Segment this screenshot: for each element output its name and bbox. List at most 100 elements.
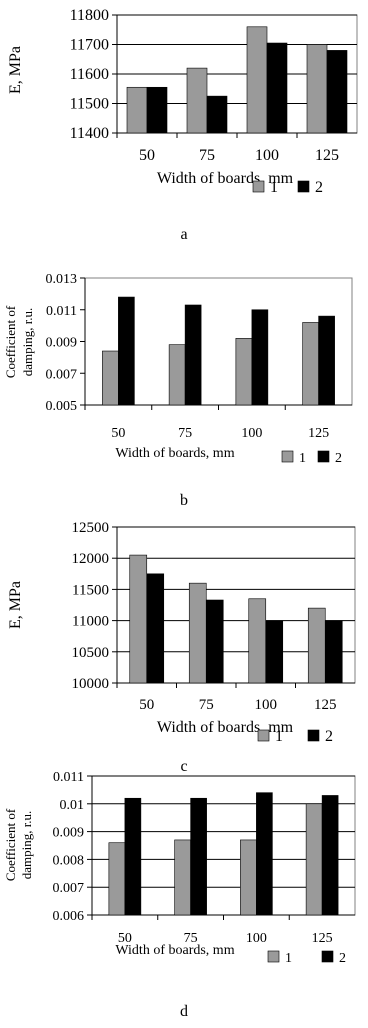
y-tick-label: 0.009 (53, 826, 85, 841)
y-axis-title: E, MPa (7, 581, 24, 629)
x-category-label: 50 (118, 931, 132, 946)
bar-series-1 (188, 582, 207, 684)
bar-series-1 (186, 67, 208, 134)
bar-series-2 (326, 50, 348, 134)
legend-label-2: 2 (315, 179, 323, 196)
x-category-label: 75 (199, 147, 215, 164)
bar-series-2 (124, 797, 142, 916)
legend-swatch-1 (252, 180, 265, 193)
chart-d-svg: 0.006 0.007 0.008 0.009 0.01 0.011 50 75 100 125 W… (3, 770, 356, 966)
bar-series-1 (108, 842, 126, 916)
y-tick-label: 11400 (70, 125, 109, 142)
y-axis-title: E, MPa (7, 46, 24, 94)
y-tick-label: 0.011 (46, 304, 77, 319)
y-tick-label: 10000 (72, 676, 110, 692)
y-tick-label: 11500 (70, 96, 109, 113)
bar-series-1 (246, 26, 268, 134)
chart-panel-a: 11400 11500 11600 11700 11800 50 75 100 125 Width… (0, 0, 368, 250)
bar-series-1 (126, 86, 148, 134)
chart-panel-d: 0.006 0.007 0.008 0.009 0.01 0.011 50 75 100 125 W… (0, 770, 368, 1020)
bar-series-2 (184, 304, 202, 406)
y-axis-title-line2: damping, r.u. (19, 811, 34, 880)
legend-label-2: 2 (339, 951, 346, 966)
bar-series-2 (318, 315, 335, 406)
y-tick-label: 11600 (70, 66, 109, 83)
chart-b-svg: 0.005 0.007 0.009 0.011 0.013 50 75 100 125 Width… (3, 272, 353, 466)
x-category-label: 50 (111, 426, 125, 441)
bar-series-1 (168, 344, 186, 406)
chart-b-caption: b (180, 492, 188, 509)
y-tick-label: 0.01 (60, 798, 85, 813)
legend-label-1: 1 (299, 451, 306, 466)
bar-series-1 (129, 554, 148, 684)
x-category-label: 100 (255, 147, 279, 164)
y-tick-label: 0.006 (53, 909, 85, 924)
bar-series-2 (205, 599, 224, 684)
x-category-label: 125 (312, 931, 333, 946)
legend-swatch-2 (321, 950, 334, 963)
legend-label-1: 1 (270, 179, 278, 196)
y-tick-label: 0.008 (53, 853, 85, 868)
x-category-label: 100 (246, 931, 267, 946)
y-tick-label: 0.005 (46, 399, 78, 414)
bar-series-1 (248, 598, 267, 684)
x-axis-title: Width of boards, mm (157, 719, 294, 736)
legend-swatch-1 (267, 950, 280, 963)
x-category-label: 125 (314, 697, 337, 713)
y-axis-title-line1: Coefficient of (3, 808, 18, 881)
y-tick-label: 11800 (70, 7, 109, 24)
bar-series-2 (256, 792, 273, 916)
x-category-label: 50 (139, 147, 155, 164)
legend-swatch-2 (297, 180, 310, 193)
chart-panel-b: 0.005 0.007 0.009 0.011 0.013 50 75 100 125 Width… (0, 262, 368, 522)
legend-swatch-1 (281, 450, 294, 463)
x-axis-title: Width of boards, mm (115, 943, 234, 958)
legend-label-1: 1 (285, 951, 292, 966)
y-tick-label: 11500 (72, 582, 109, 598)
bar-series-1 (307, 607, 326, 684)
y-axis-title-line2: damping, r.u. (20, 308, 35, 377)
bar-series-2 (321, 795, 339, 916)
bar-series-1 (174, 839, 191, 916)
y-tick-label: 0.011 (53, 770, 84, 785)
x-category-label: 100 (255, 697, 278, 713)
x-category-label: 75 (178, 426, 192, 441)
x-category-label: 125 (308, 426, 329, 441)
bar-series-1 (306, 44, 328, 134)
x-category-label: 100 (241, 426, 262, 441)
legend-label-1: 1 (275, 728, 283, 745)
x-axis-title: Width of boards, mm (115, 446, 234, 461)
y-tick-label: 0.013 (46, 272, 78, 287)
legend-swatch-1 (257, 729, 270, 742)
y-tick-label: 10500 (72, 645, 110, 661)
bar-series-2 (265, 620, 284, 684)
bar-series-2 (190, 797, 207, 916)
bar-series-2 (146, 86, 168, 134)
y-tick-label: 0.007 (46, 367, 78, 382)
bar-series-2 (146, 573, 165, 684)
bar-series-2 (324, 620, 343, 684)
chart-panel-c: 10000 10500 11000 11500 12000 12500 50 75 100 125… (0, 520, 368, 775)
y-tick-label: 12000 (72, 551, 110, 567)
chart-d-caption: d (180, 1003, 188, 1020)
chart-c-caption: c (180, 758, 188, 775)
bar-series-1 (305, 803, 323, 916)
bar-series-2 (266, 42, 288, 134)
bar-series-1 (235, 338, 253, 406)
y-tick-label: 11000 (72, 614, 109, 630)
x-category-label: 125 (315, 147, 339, 164)
y-tick-label: 0.009 (46, 336, 78, 351)
x-category-label: 50 (139, 697, 154, 713)
y-axis-title-line1: Coefficient of (3, 305, 18, 378)
x-category-label: 75 (184, 931, 198, 946)
legend-swatch-2 (307, 729, 320, 742)
y-tick-label: 11700 (70, 37, 109, 54)
chart-c-svg: 10000 10500 11000 11500 12000 12500 50 75 100 125… (7, 520, 356, 745)
x-category-label: 75 (199, 697, 214, 713)
legend-label-2: 2 (335, 451, 342, 466)
bar-series-2 (251, 309, 269, 406)
bar-series-2 (206, 95, 228, 134)
legend-swatch-2 (317, 450, 330, 463)
legend-label-2: 2 (325, 728, 333, 745)
